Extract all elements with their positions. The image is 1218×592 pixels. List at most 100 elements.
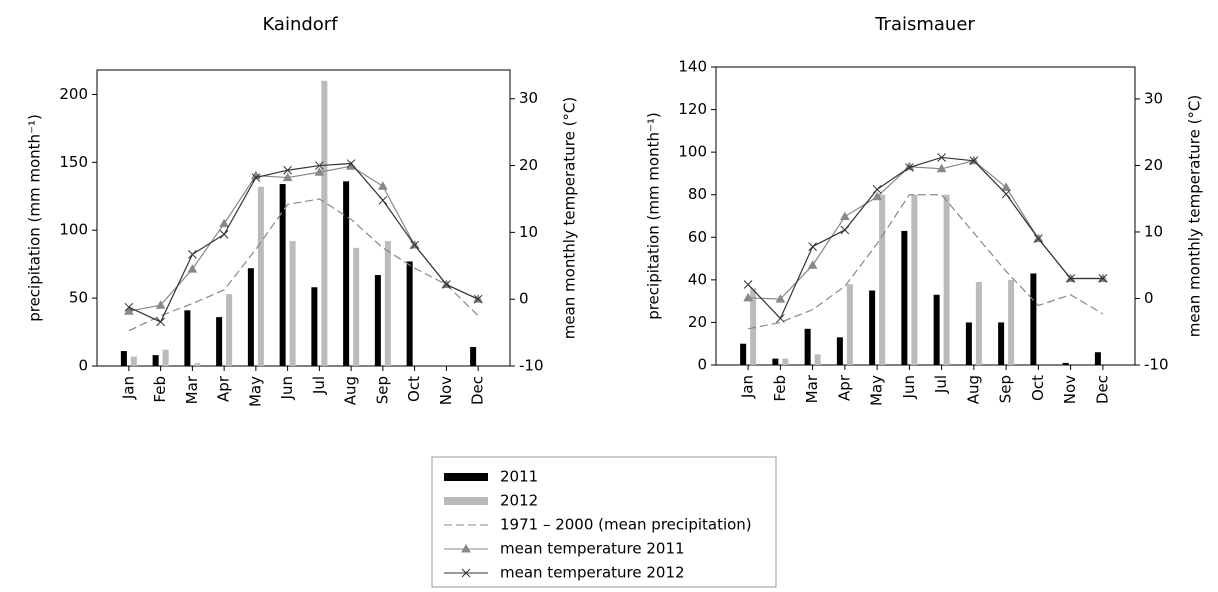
marker <box>1001 189 1011 199</box>
y-axis-label: precipitation (mm month⁻¹) <box>26 114 44 322</box>
bar <box>901 230 908 365</box>
legend-label: mean temperature 2011 <box>500 540 685 558</box>
bar <box>162 349 169 366</box>
bar <box>384 241 391 366</box>
legend-label: 2012 <box>500 492 538 510</box>
x-tick-label: Feb <box>151 376 169 403</box>
marker <box>840 211 850 221</box>
marker <box>442 280 451 289</box>
marker <box>124 306 134 315</box>
marker <box>219 218 229 228</box>
y-tick-label: 100 <box>678 143 707 161</box>
y2-tick-label: 20 <box>1144 156 1163 174</box>
bar <box>353 247 360 366</box>
y-tick-label: 50 <box>69 289 88 307</box>
legend-label: 1971 – 2000 (mean precipitation) <box>500 516 752 534</box>
y2-tick-label: 20 <box>519 156 538 174</box>
bar <box>1062 362 1069 365</box>
marker <box>1034 234 1043 243</box>
marker <box>743 292 753 302</box>
marker <box>808 242 817 251</box>
bar <box>998 322 1005 365</box>
marker <box>155 300 166 309</box>
y-tick-label: 140 <box>678 58 707 76</box>
line <box>748 194 1104 330</box>
x-tick-label: Oct <box>405 376 423 402</box>
marker <box>1066 274 1075 283</box>
marker <box>219 230 229 239</box>
x-tick-label: Sep <box>997 375 1015 403</box>
bar <box>836 337 843 365</box>
line <box>748 160 1103 300</box>
bar <box>933 294 940 365</box>
x-tick-label: Aug <box>342 376 360 405</box>
line <box>128 165 479 312</box>
x-tick-label: Mar <box>183 375 201 404</box>
y-tick-label: 120 <box>678 100 707 118</box>
legend-frame <box>431 456 777 588</box>
bar <box>120 351 127 366</box>
x-tick-label: Dec <box>1093 375 1111 404</box>
bar <box>130 356 137 366</box>
x-tick-label: Jun <box>278 376 296 400</box>
bar <box>1030 273 1037 365</box>
marker <box>872 191 882 201</box>
y2-axis-label: mean monthly temperature (°C) <box>561 97 579 340</box>
marker <box>283 165 292 175</box>
x-tick-label: Jul <box>310 376 328 395</box>
marker <box>461 543 471 553</box>
legend-label: 2011 <box>500 468 538 486</box>
y-tick-label: 150 <box>59 153 88 171</box>
marker <box>775 294 786 303</box>
y-tick-label: 20 <box>688 313 707 331</box>
marker <box>905 163 914 172</box>
line <box>747 156 1103 320</box>
y2-tick-label: -10 <box>519 357 544 375</box>
x-tick-label: Sep <box>373 376 391 404</box>
bar <box>311 287 318 366</box>
bar <box>194 363 201 366</box>
y-tick-label: 0 <box>78 357 88 375</box>
marker <box>124 302 134 312</box>
bar <box>216 317 223 366</box>
bar <box>911 194 918 365</box>
x-tick-label: Aug <box>964 375 982 404</box>
bar <box>226 294 233 366</box>
bar <box>1094 352 1101 365</box>
x-tick-label: Oct <box>1029 375 1047 401</box>
x-tick-label: Nov <box>437 376 455 405</box>
marker <box>937 153 946 162</box>
bar <box>321 80 328 366</box>
x-tick-label: Jan <box>119 376 137 400</box>
x-tick-label: May <box>246 376 264 407</box>
bar <box>279 184 286 366</box>
marker <box>1001 182 1011 191</box>
x-tick-label: Nov <box>1061 375 1079 404</box>
y-tick-label: 60 <box>688 228 707 246</box>
line <box>128 198 479 332</box>
bar <box>343 181 350 366</box>
marker <box>410 240 419 250</box>
marker <box>807 260 818 269</box>
marker <box>156 317 165 327</box>
y-tick-label: 100 <box>59 221 88 239</box>
bar <box>814 354 821 365</box>
y2-tick-label: 0 <box>1144 289 1154 307</box>
x-tick-label: Apr <box>215 375 233 402</box>
bar <box>965 322 972 365</box>
plot-frame <box>715 66 1136 366</box>
bar <box>406 261 413 366</box>
y2-tick-label: -10 <box>1144 356 1169 374</box>
legend: 2011 2012 1971 – 2000 (mean precipitation)… <box>431 456 777 588</box>
bar <box>152 355 159 366</box>
bar <box>247 268 254 366</box>
bar <box>289 241 296 366</box>
marker <box>936 163 947 173</box>
marker <box>315 161 324 170</box>
bar <box>470 346 477 366</box>
y-axis-label: precipitation (mm month⁻¹) <box>645 112 663 320</box>
bar <box>975 281 982 365</box>
marker <box>872 185 882 194</box>
